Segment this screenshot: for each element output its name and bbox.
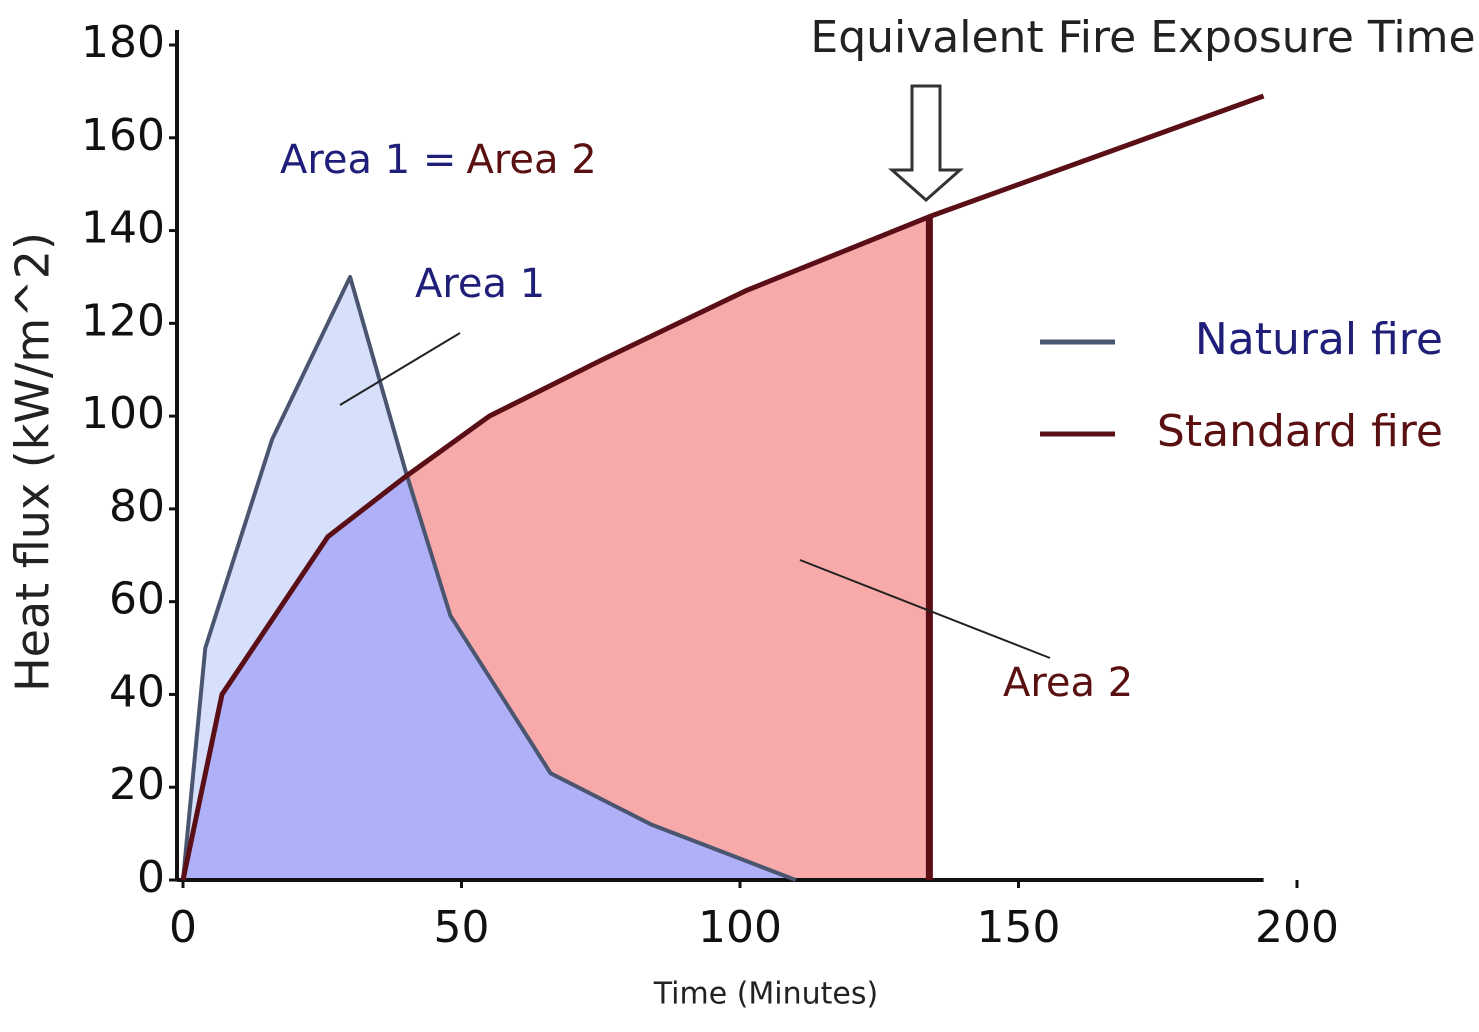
legend-label: Natural fire (1195, 314, 1443, 365)
y-tick-label: 180 (81, 17, 165, 68)
y-tick-label: 80 (109, 481, 165, 532)
y-tick-label: 120 (81, 295, 165, 346)
x-tick-label: 100 (698, 902, 782, 953)
x-tick-label: 50 (434, 902, 490, 953)
plot: 0 20 40 60 80 100 120 140 160 180 0 50 100 150 200 Natu… (81, 17, 1443, 953)
x-axis-title: Time (Minutes) (653, 977, 878, 1012)
x-tick-label: 0 (169, 902, 197, 953)
annotation: Area 2 (466, 137, 596, 183)
x-tick-label: 200 (1255, 902, 1339, 953)
y-tick-label: 100 (81, 388, 165, 439)
annotation: Equivalent Fire Exposure Time (810, 12, 1475, 63)
annotation: Area 1 (415, 261, 545, 307)
y-tick-label: 160 (81, 110, 165, 161)
y-tick-label: 60 (109, 574, 165, 625)
y-tick-label: 40 (109, 666, 165, 717)
legend-label: Standard fire (1157, 406, 1443, 457)
series-line (180, 93, 1265, 881)
y-tick-label: 140 (81, 203, 165, 254)
annotation: Area 1 = Area 2 (280, 137, 597, 183)
leader-line (339, 332, 461, 406)
x-tick-label: 150 (977, 902, 1061, 953)
series-line (181, 274, 797, 882)
leader-line (799, 559, 1051, 659)
annotation: Area 1 = (280, 137, 456, 183)
y-tick-label: 20 (109, 759, 165, 810)
annotation: Area 2 (1003, 660, 1133, 706)
arrow (888, 84, 964, 203)
y-axis-title: Heat flux (kW/m^2) (6, 232, 60, 692)
y-tick-label: 0 (137, 852, 165, 903)
fills (183, 216, 930, 880)
